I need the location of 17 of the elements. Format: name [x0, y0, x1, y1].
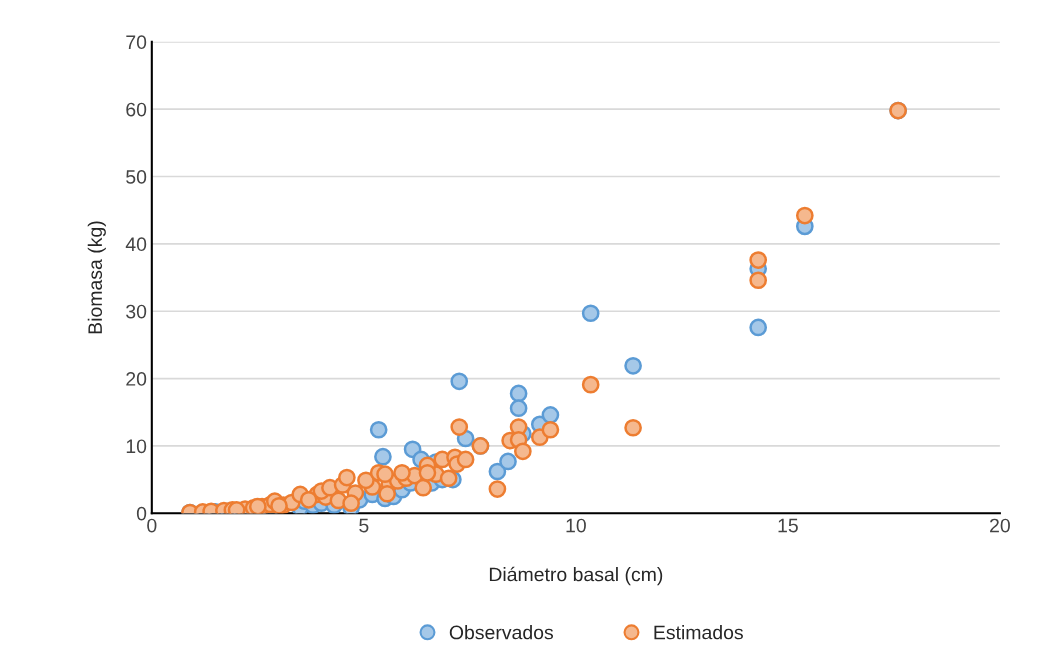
y-tick-label: 50 — [126, 170, 147, 184]
x-tick-label: 15 — [778, 518, 798, 533]
y-tick-label: 70 — [126, 35, 147, 50]
y-tick-label: 10 — [126, 439, 147, 454]
x-tick-label: 0 — [147, 518, 157, 533]
y-tick-label: 30 — [126, 304, 147, 319]
x-axis-title: Diámetro basal (cm) — [489, 566, 663, 586]
y-axis-title: Biomasa (kg) — [87, 221, 106, 334]
y-tick-label: 40 — [125, 237, 147, 252]
x-tick-label: 5 — [359, 518, 369, 533]
legend-label: Observados — [449, 625, 554, 640]
x-tick-label: 20 — [990, 518, 1010, 533]
y-tick-label: 0 — [136, 506, 147, 521]
y-tick-label: 60 — [126, 102, 147, 117]
y-tick-label: 20 — [126, 372, 147, 386]
legend-label: Estimados — [654, 625, 743, 640]
x-tick-label: 10 — [566, 518, 586, 533]
